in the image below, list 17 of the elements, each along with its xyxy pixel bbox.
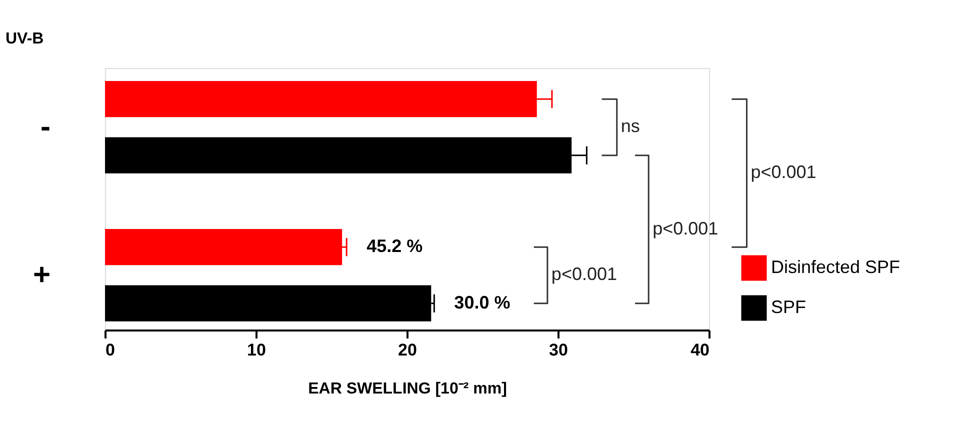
annotation: p<0.001 xyxy=(652,218,718,238)
text: p<0.001 xyxy=(750,162,816,182)
x-tick-label: 30 xyxy=(549,340,568,360)
y-axis-title: UV-B xyxy=(6,30,44,48)
legend-label: Disinfected SPF xyxy=(771,257,900,277)
x-axis-title: EAR SWELLING [10⁻² mm] xyxy=(308,380,507,398)
x-tick-label: 20 xyxy=(398,340,417,360)
x-tick-label: 40 xyxy=(690,340,710,360)
x-tick-label: 10 xyxy=(247,340,266,360)
x-tick-label: 0 xyxy=(106,340,115,360)
annotation: 45.2 % xyxy=(366,236,423,256)
y-tick-label: + xyxy=(32,258,50,292)
annotation: p<0.001 xyxy=(551,264,618,284)
y-tick-label: - xyxy=(40,110,50,144)
legend-label: SPF xyxy=(771,297,806,317)
annotation: ns xyxy=(620,116,640,136)
annotation: 30.0 % xyxy=(454,292,510,312)
